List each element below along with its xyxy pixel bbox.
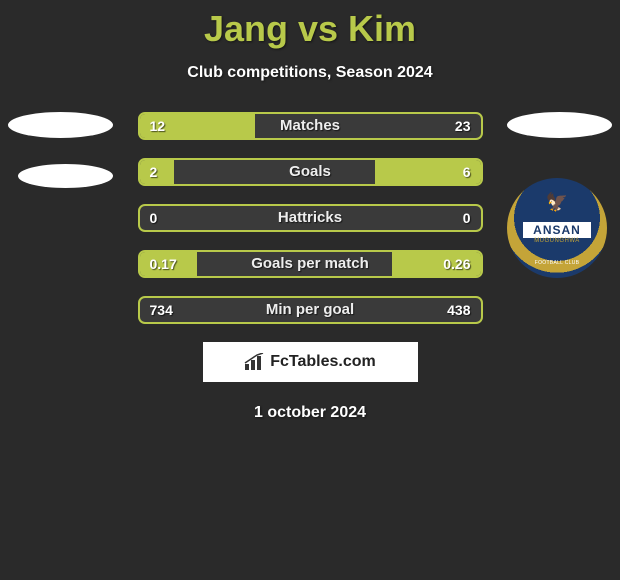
brand-box[interactable]: FcTables.com <box>203 342 418 382</box>
club-subname: MUGUNGHWA <box>534 238 580 244</box>
stat-label: Hattricks <box>140 206 481 230</box>
stat-row: Hattricks0 0 <box>138 204 483 232</box>
stat-row: Min per goal734 438 <box>138 296 483 324</box>
left-player-badges <box>8 112 113 214</box>
left-badge-1 <box>8 112 113 138</box>
stat-value-left: 0.17 <box>150 252 177 276</box>
stat-value-left: 0 <box>150 206 158 230</box>
brand-label: FcTables.com <box>270 353 376 371</box>
stat-value-right: 438 <box>447 298 470 322</box>
stat-label: Goals per match <box>140 252 481 276</box>
stat-row: Goals per match0.17 0.26 <box>138 250 483 278</box>
right-player-badges: 🦅 ANSAN MUGUNGHWA FOOTBALL CLUB <box>507 112 612 278</box>
stat-label: Matches <box>140 114 481 138</box>
club-name: ANSAN <box>523 222 591 238</box>
stat-value-left: 2 <box>150 160 158 184</box>
stat-row: Matches12 23 <box>138 112 483 140</box>
stat-bars: Matches12 23 Goals2 6 Hattricks0 0 Goals per m… <box>138 112 483 324</box>
club-logo: 🦅 ANSAN MUGUNGHWA FOOTBALL CLUB <box>507 178 607 278</box>
stat-value-right: 23 <box>455 114 471 138</box>
brand-chart-icon <box>244 353 266 371</box>
club-footer: FOOTBALL CLUB <box>535 260 580 266</box>
subtitle: Club competitions, Season 2024 <box>0 64 620 82</box>
stat-value-right: 0.26 <box>443 252 470 276</box>
eagle-icon: 🦅 <box>546 192 568 213</box>
stat-value-right: 6 <box>463 160 471 184</box>
stat-label: Min per goal <box>140 298 481 322</box>
stat-row: Goals2 6 <box>138 158 483 186</box>
left-badge-2 <box>18 164 113 188</box>
stat-value-left: 734 <box>150 298 173 322</box>
stat-label: Goals <box>140 160 481 184</box>
date-line: 1 october 2024 <box>0 404 620 422</box>
right-badge-1 <box>507 112 612 138</box>
page-title: Jang vs Kim <box>0 0 620 50</box>
stats-area: 🦅 ANSAN MUGUNGHWA FOOTBALL CLUB Matches1… <box>0 112 620 324</box>
stat-value-left: 12 <box>150 114 166 138</box>
stat-value-right: 0 <box>463 206 471 230</box>
